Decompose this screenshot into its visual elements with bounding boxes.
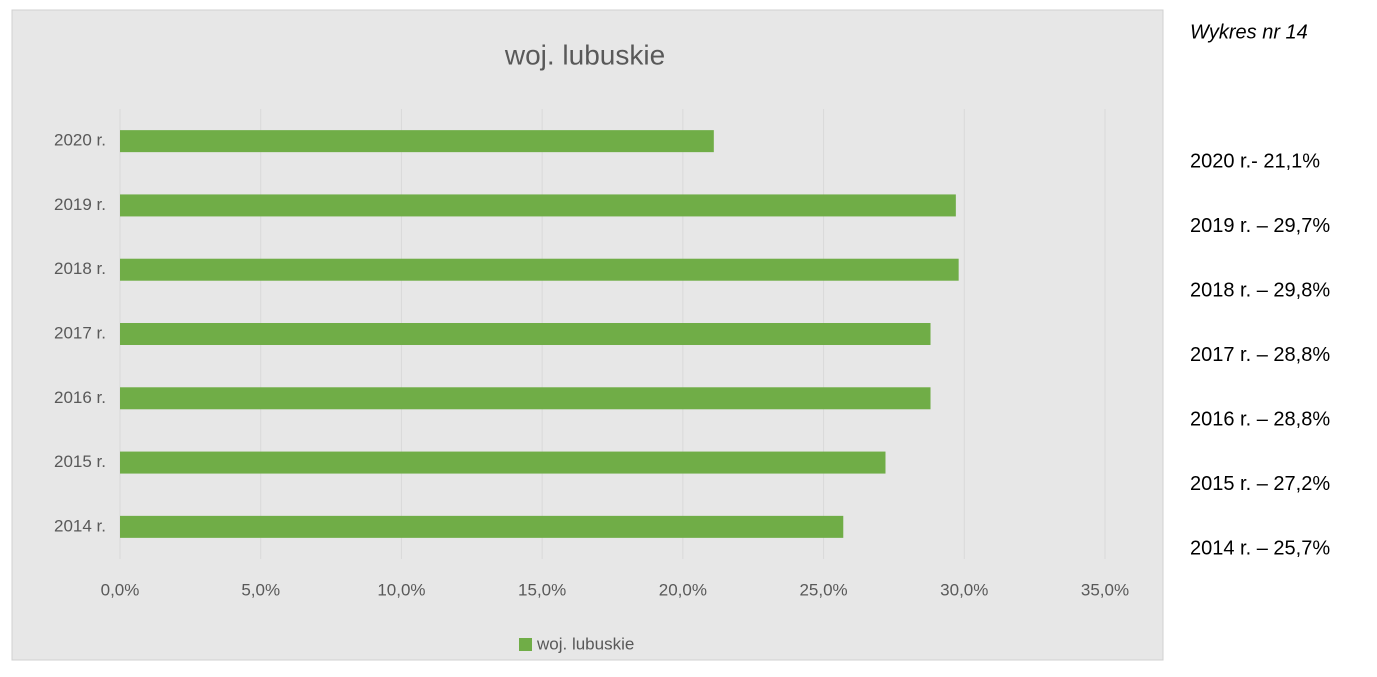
y-tick-label: 2017 r. [54, 323, 106, 342]
caption: Wykres nr 14 [1190, 21, 1308, 43]
x-tick-label: 25,0% [799, 580, 847, 599]
note-line: 2019 r. – 29,7% [1190, 215, 1330, 237]
y-tick-label: 2018 r. [54, 259, 106, 278]
x-tick-label: 30,0% [940, 580, 988, 599]
bar [120, 515, 844, 538]
bar [120, 451, 886, 474]
x-tick-label: 20,0% [659, 580, 707, 599]
note-line: 2014 r. – 25,7% [1190, 537, 1330, 559]
note-line: 2015 r. – 27,2% [1190, 473, 1330, 495]
x-tick-label: 35,0% [1081, 580, 1129, 599]
note-line: 2016 r. – 28,8% [1190, 408, 1330, 430]
bar [120, 323, 931, 345]
y-tick-label: 2019 r. [54, 195, 106, 214]
x-tick-label: 15,0% [518, 580, 566, 599]
bar [120, 258, 959, 281]
note-line: 2017 r. – 28,8% [1190, 344, 1330, 366]
y-tick-label: 2016 r. [54, 388, 106, 407]
note-line: 2018 r. – 29,8% [1190, 279, 1330, 301]
note-line: 2020 r.- 21,1% [1190, 150, 1320, 172]
x-tick-label: 5,0% [241, 580, 280, 599]
y-tick-label: 2020 r. [54, 131, 106, 150]
y-tick-label: 2014 r. [54, 516, 106, 535]
legend-label: woj. lubuskie [536, 634, 634, 653]
legend-swatch [519, 638, 532, 651]
x-tick-label: 0,0% [101, 580, 140, 599]
chart-title: woj. lubuskie [504, 39, 665, 70]
x-tick-label: 10,0% [377, 580, 425, 599]
bar [120, 194, 956, 217]
y-tick-label: 2015 r. [54, 452, 106, 471]
bar [120, 387, 931, 410]
bar [120, 130, 714, 153]
